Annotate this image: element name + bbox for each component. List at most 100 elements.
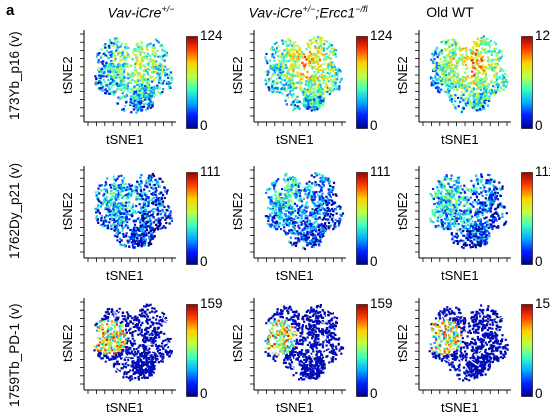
cell-point xyxy=(153,235,156,238)
cell-point xyxy=(110,81,113,84)
cell-point xyxy=(136,187,139,190)
cell-point xyxy=(155,60,158,63)
cell-point xyxy=(139,45,142,48)
cell-point xyxy=(141,191,144,194)
cell-point xyxy=(332,69,335,72)
cell-point xyxy=(477,51,480,54)
cell-point xyxy=(435,78,438,81)
cell-point xyxy=(126,54,129,58)
cell-point xyxy=(102,79,106,82)
cell-point xyxy=(304,221,307,224)
cell-point xyxy=(113,80,116,83)
cell-point xyxy=(157,183,160,186)
cell-point xyxy=(477,85,480,88)
cell-point xyxy=(315,68,318,71)
cell-point xyxy=(455,59,458,62)
cell-point xyxy=(480,65,483,68)
cell-point xyxy=(322,89,325,93)
cell-point xyxy=(152,54,155,57)
cell-point xyxy=(118,88,121,91)
cell-point xyxy=(114,90,117,93)
cell-point xyxy=(450,76,453,79)
cell-point xyxy=(113,76,116,79)
cell-point xyxy=(151,214,154,217)
cell-point xyxy=(104,92,107,95)
cell-point xyxy=(150,102,154,105)
cell-point xyxy=(125,46,128,49)
cell-point xyxy=(306,78,309,81)
cell-point xyxy=(331,75,334,78)
cell-point xyxy=(163,190,166,193)
cell-point xyxy=(318,106,321,109)
cell-point xyxy=(169,82,172,85)
cell-point xyxy=(333,88,336,91)
cell-point xyxy=(298,49,301,52)
cell-point xyxy=(484,73,488,76)
cell-point xyxy=(338,86,341,90)
cell-point xyxy=(502,75,505,79)
cell-point xyxy=(317,36,320,39)
cell-point xyxy=(113,218,116,221)
cell-point xyxy=(136,241,140,244)
cell-point xyxy=(116,188,119,191)
cell-point xyxy=(141,78,144,81)
cell-point xyxy=(453,70,457,73)
cell-point xyxy=(168,206,171,209)
cell-point xyxy=(281,66,285,69)
cell-point xyxy=(287,224,290,227)
cell-point xyxy=(278,194,281,197)
cell-point xyxy=(477,70,480,73)
cell-point xyxy=(149,238,152,242)
cell-point xyxy=(115,49,118,52)
cell-point xyxy=(122,87,125,90)
cell-point xyxy=(467,212,470,215)
cell-point xyxy=(445,73,448,77)
cell-point xyxy=(473,103,476,106)
cell-point xyxy=(97,187,100,190)
cell-point xyxy=(271,91,274,94)
cell-point xyxy=(488,223,491,226)
cell-point xyxy=(287,48,290,51)
cell-point xyxy=(291,80,294,83)
cell-point xyxy=(130,184,134,187)
cell-point xyxy=(484,71,487,74)
cell-point xyxy=(318,80,321,83)
cell-point xyxy=(123,186,126,189)
cell-point xyxy=(269,224,272,227)
cell-point xyxy=(318,173,321,176)
cell-point xyxy=(151,237,154,240)
cell-point xyxy=(283,59,286,62)
cell-point xyxy=(321,224,324,227)
cell-point xyxy=(487,64,491,67)
cell-point xyxy=(136,237,139,240)
cell-point xyxy=(320,36,324,40)
cell-point xyxy=(111,75,114,78)
cell-point xyxy=(329,75,332,78)
cell-point xyxy=(322,212,325,215)
cell-point xyxy=(113,74,116,77)
cell-point xyxy=(435,63,438,67)
cell-point xyxy=(150,176,153,179)
cell-point xyxy=(121,244,124,247)
cell-point xyxy=(117,50,120,54)
cell-point xyxy=(135,198,138,201)
cell-point xyxy=(488,89,492,92)
cell-point xyxy=(269,59,272,62)
cell-point xyxy=(116,214,119,217)
cell-point xyxy=(439,79,443,82)
cell-point xyxy=(124,210,127,213)
cell-point xyxy=(133,49,136,52)
cell-point xyxy=(456,213,459,216)
cell-point xyxy=(271,220,274,223)
cell-point xyxy=(483,102,486,105)
cell-point xyxy=(147,201,150,204)
cell-point xyxy=(151,92,154,95)
cell-point xyxy=(315,102,319,105)
cell-point xyxy=(121,229,124,232)
cell-point xyxy=(455,219,458,222)
cell-point xyxy=(303,189,306,192)
cell-point xyxy=(442,39,445,42)
cell-point xyxy=(496,85,500,88)
cell-point xyxy=(320,195,323,198)
cell-point xyxy=(157,197,161,200)
